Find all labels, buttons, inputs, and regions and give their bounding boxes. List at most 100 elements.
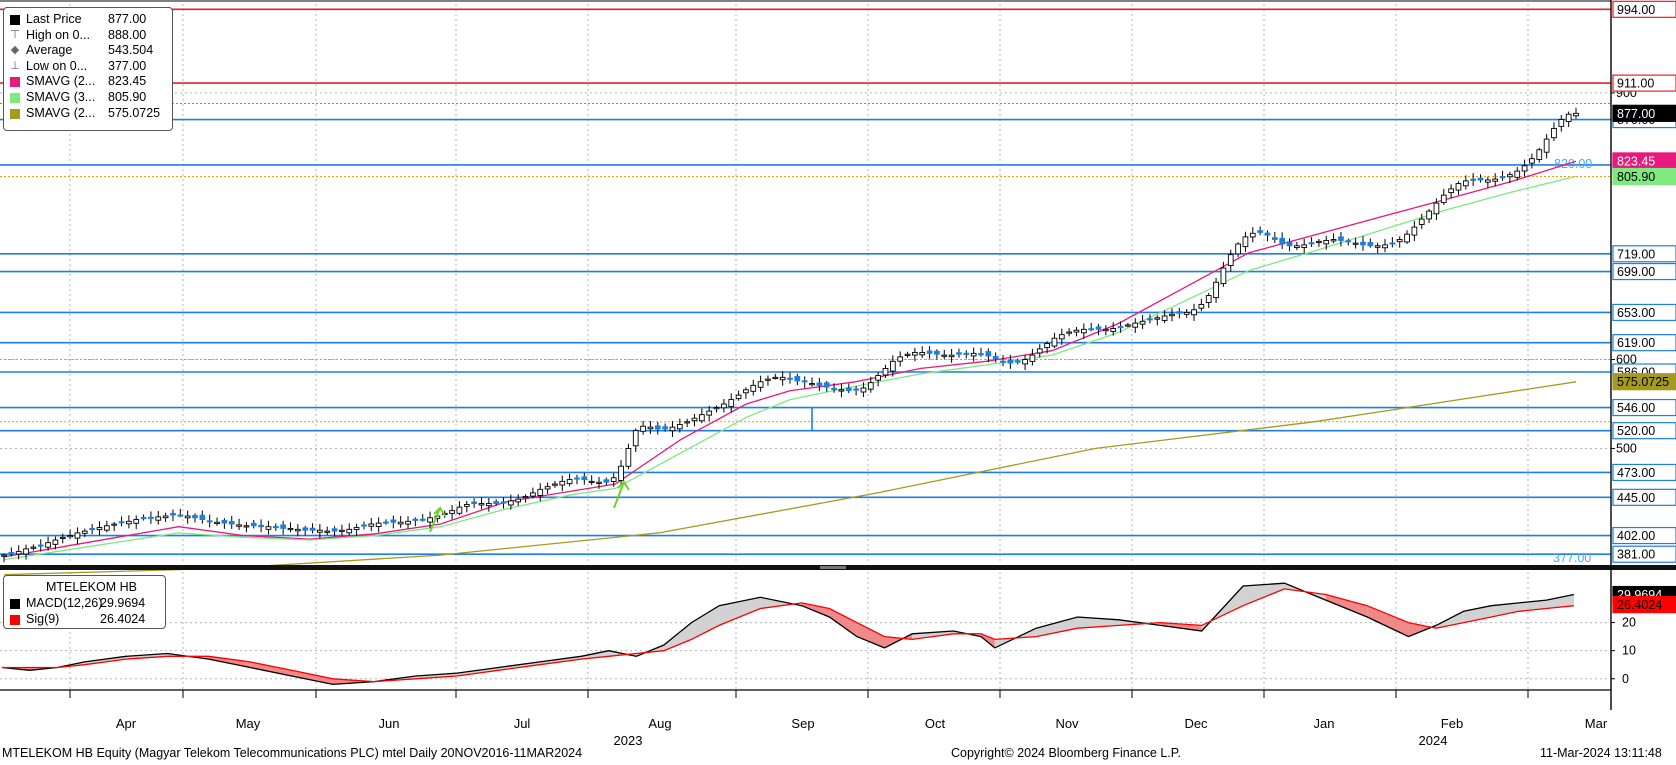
- candle: [934, 349, 940, 360]
- level-label-402-00: 402.00: [1612, 526, 1676, 545]
- candle-body: [632, 430, 639, 447]
- price-legend-row: ⊥ Low on 0... 377.00: [4, 59, 172, 75]
- candle: [1058, 328, 1065, 345]
- candle: [897, 351, 904, 367]
- candle: [676, 418, 683, 433]
- candle: [1139, 315, 1146, 329]
- macd-fill: [332, 678, 375, 685]
- candle: [1191, 303, 1197, 321]
- level-label-719-00-box: [1612, 245, 1676, 263]
- candle: [1521, 159, 1528, 177]
- candle-body: [1418, 218, 1425, 225]
- candle-body: [353, 527, 360, 531]
- candle-body: [1551, 127, 1557, 139]
- candle-body: [383, 521, 389, 524]
- candle: [324, 526, 331, 536]
- price-legend-row: Last Price 877.00: [4, 12, 172, 28]
- candle-body: [162, 515, 169, 519]
- candle: [699, 408, 705, 424]
- candle: [941, 349, 948, 360]
- candle-body: [1455, 183, 1462, 191]
- candle-body: [1058, 334, 1065, 340]
- candle: [1198, 298, 1205, 312]
- macd-legend-row: Sig(9) 26.4024: [4, 612, 165, 628]
- candle-body: [603, 479, 610, 483]
- trend-arrow-0: [429, 506, 446, 533]
- candle-body: [1367, 242, 1374, 247]
- footer-security: MTELEKOM HB Equity (Magyar Telekom Telec…: [2, 746, 583, 760]
- candle: [912, 347, 918, 362]
- macd-fill: [1325, 594, 1368, 617]
- candle-body: [111, 523, 118, 526]
- trend-arrow-1: [613, 480, 630, 509]
- candle: [471, 498, 477, 509]
- candle-body: [882, 367, 889, 376]
- candle-body: [838, 389, 845, 392]
- candle-body: [1499, 176, 1506, 179]
- candle: [177, 508, 184, 518]
- candle-body: [728, 399, 735, 408]
- candle: [199, 510, 206, 524]
- macd-fill: [291, 670, 333, 685]
- candle: [148, 511, 154, 524]
- macd-fill: [760, 597, 802, 609]
- candle-body: [1374, 245, 1381, 248]
- candle: [272, 523, 279, 532]
- candle: [530, 487, 536, 499]
- candle-body: [1462, 180, 1469, 187]
- candle-body: [1507, 174, 1513, 178]
- candle-body: [155, 516, 162, 521]
- candle: [1183, 308, 1190, 318]
- candle: [1036, 344, 1043, 358]
- legend-name: SMAVG (2...: [26, 74, 96, 89]
- candle-body: [537, 488, 544, 497]
- candle-body: [721, 403, 727, 409]
- value-box-1: 823.45: [1612, 152, 1676, 170]
- candle-body: [59, 536, 66, 539]
- candle-body: [1558, 119, 1565, 127]
- candle-body: [978, 353, 984, 356]
- legend-name: Sig(9): [26, 611, 60, 626]
- candle: [23, 544, 29, 560]
- candle: [809, 377, 815, 387]
- level-label-473-00-text: 473.00: [1617, 466, 1655, 480]
- macd-fill: [829, 608, 857, 637]
- candle-body: [214, 521, 220, 524]
- candle: [1066, 328, 1072, 337]
- candle-body: [588, 480, 595, 483]
- candle: [1000, 355, 1006, 367]
- candle-body: [1227, 254, 1234, 267]
- candle-body: [845, 387, 852, 392]
- candle: [743, 387, 749, 399]
- candle-body: [669, 426, 676, 432]
- candle-body: [1426, 210, 1432, 220]
- candle: [309, 523, 316, 534]
- value-box-2-box: [1612, 167, 1676, 186]
- candle-body: [361, 524, 367, 527]
- candle: [221, 518, 228, 529]
- macd-line-1: [2, 588, 1575, 683]
- level-label-619-00: 619.00: [1612, 334, 1676, 352]
- sma-line-0: [3, 160, 1577, 558]
- candle: [515, 494, 522, 506]
- candle-body: [1029, 354, 1036, 362]
- candle: [1301, 238, 1308, 254]
- candle-body: [140, 517, 147, 520]
- candle: [1264, 230, 1271, 242]
- candle: [1308, 237, 1315, 247]
- legend-name: SMAVG (3...: [26, 89, 96, 104]
- candle: [265, 520, 272, 535]
- candle-body: [985, 351, 992, 357]
- candle: [1132, 318, 1139, 334]
- candle: [787, 372, 793, 384]
- candle: [1404, 230, 1410, 244]
- macd-tick-label-10: 10: [1622, 644, 1636, 658]
- candle-body: [390, 519, 397, 523]
- x-tick-label-jan: Jan: [1314, 716, 1335, 731]
- candle: [1433, 198, 1440, 220]
- candle: [831, 383, 837, 393]
- candle-body: [926, 350, 933, 354]
- candle-body: [1242, 236, 1249, 248]
- level-label-402-00-text: 402.00: [1617, 529, 1655, 543]
- candle: [1213, 277, 1219, 303]
